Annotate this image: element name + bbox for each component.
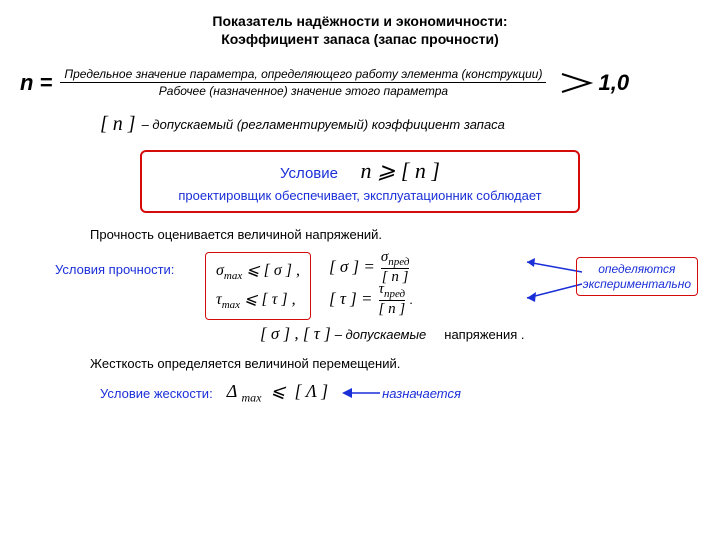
strength-section-text: Прочность оценивается величиной напряжен… <box>90 227 720 242</box>
bracket-n-symbol: [ n ] <box>100 113 136 136</box>
equation-fraction: Предельное значение параметра, определяю… <box>60 66 546 99</box>
fraction-numerator: Предельное значение параметра, определяю… <box>60 66 546 82</box>
sigma-inequality: σmax ⩽ [ σ ] , <box>216 257 300 286</box>
equation-rhs: 1,0 <box>598 70 629 96</box>
assign-arrow-icon <box>342 385 382 401</box>
sigma-definition: [ σ ] = σпред [ n ] <box>329 252 413 282</box>
condition-formula: n ⩾ [ n ] <box>360 158 440 183</box>
tau-eq-lhs: [ τ ] = <box>329 289 373 309</box>
experimental-box: опеделяются экспериментально <box>576 257 698 296</box>
fraction-denominator: Рабочее (назначенное) значение этого пар… <box>60 83 546 99</box>
condition-title-row: Условие n ⩾ [ n ] <box>152 158 568 184</box>
greater-arrow-icon <box>560 72 594 94</box>
tau-eq-num: τпред <box>379 281 406 300</box>
main-equation: n = Предельное значение параметра, опред… <box>20 66 700 99</box>
tau-eq-den: [ n ] <box>379 301 406 318</box>
sigma-eq-num: σпред <box>381 249 410 268</box>
bracket-n-row: [ n ] – допускаемый (регламентируемый) к… <box>100 113 720 136</box>
exp-line-2: экспериментально <box>583 277 691 291</box>
exp-line-1: опеделяются <box>583 262 691 276</box>
condition-label: Условие <box>280 165 338 182</box>
bracket-n-desc: – допускаемый (регламентируемый) коэффиц… <box>142 117 505 132</box>
strength-formula-box: σmax ⩽ [ σ ] , τmax ⩽ [ τ ] , <box>205 252 311 320</box>
allowable-dash: – допускаемые <box>335 327 427 342</box>
bracket-definitions: [ σ ] = σпред [ n ] [ τ ] = τпред [ n ] … <box>329 252 413 314</box>
equation-lhs: n = <box>20 70 52 96</box>
condition-box: Условие n ⩾ [ n ] проектировщик обеспечи… <box>140 150 580 213</box>
title-line-1: Показатель надёжности и экономичности: <box>0 12 720 30</box>
title-line-2: Коэффициент запаса (запас прочности) <box>0 30 720 48</box>
tau-definition: [ τ ] = τпред [ n ] . <box>329 284 413 314</box>
allowable-row: [ σ ] , [ τ ] – допускаемые напряжения . <box>260 324 720 344</box>
condition-subtitle: проектировщик обеспечивает, эксплуатацио… <box>152 188 568 203</box>
stiffness-section-text: Жесткость определяется величиной перемещ… <box>90 356 720 371</box>
stiffness-row: Условие жескости: Δ max ⩽ [ Λ ] назначае… <box>100 381 720 406</box>
strength-label: Условия прочности: <box>55 262 205 277</box>
allowable-symbols: [ σ ] , [ τ ] <box>260 324 331 344</box>
stiffness-assign: назначается <box>382 386 461 401</box>
stiffness-label: Условие жескости: <box>100 386 213 401</box>
stiffness-formula: Δ max ⩽ [ Λ ] <box>227 381 328 406</box>
tau-inequality: τmax ⩽ [ τ ] , <box>216 286 300 315</box>
sigma-eq-lhs: [ σ ] = <box>329 257 375 277</box>
page-title: Показатель надёжности и экономичности: К… <box>0 0 720 48</box>
allowable-word: напряжения . <box>444 327 524 342</box>
strength-row: Условия прочности: σmax ⩽ [ σ ] , τmax ⩽… <box>55 252 700 320</box>
